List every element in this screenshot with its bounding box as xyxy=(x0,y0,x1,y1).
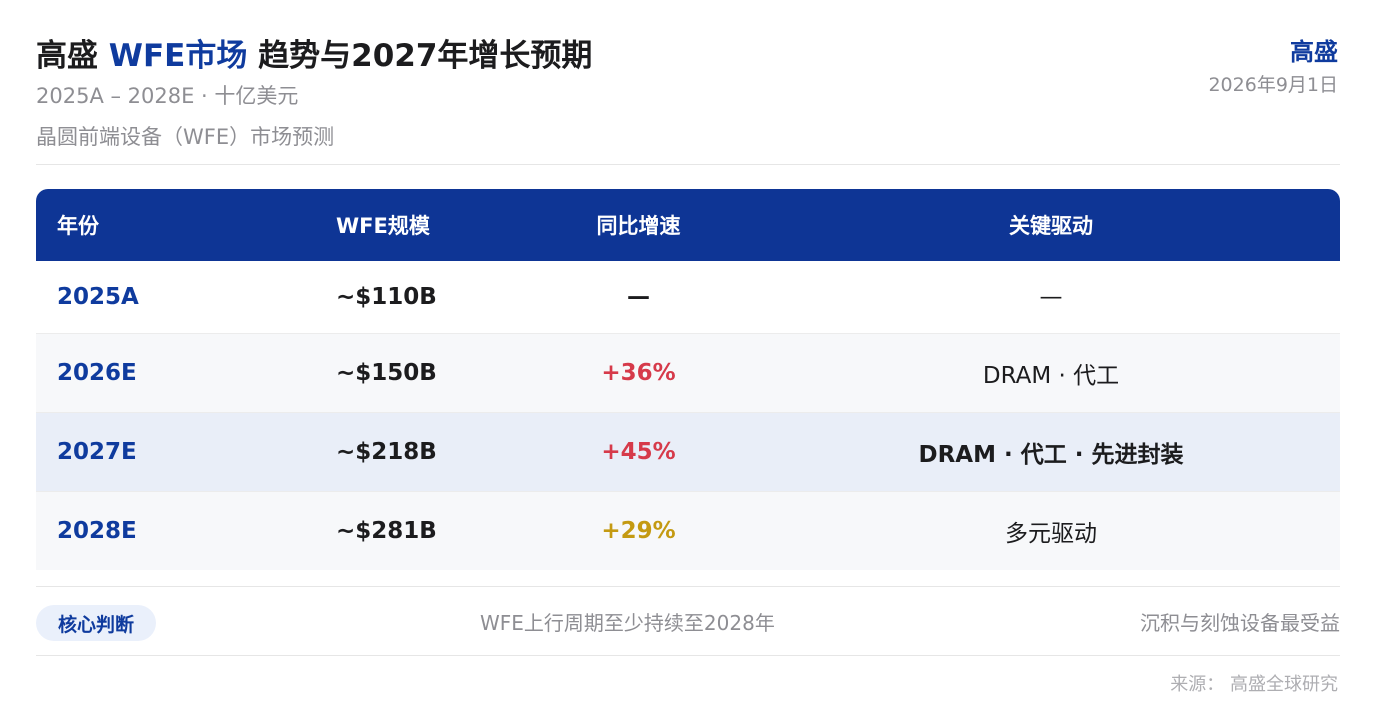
beneficiary-text: 沉积与刻蚀设备最受益 xyxy=(1140,611,1340,635)
title-prefix: 高盛 xyxy=(36,38,109,74)
size-cell: ~$110B xyxy=(336,284,437,310)
year-cell: 2026E xyxy=(57,360,137,386)
growth-cell: +29% xyxy=(601,518,676,544)
table-row: 2028E ~$281B +29% 多元驱动 xyxy=(36,492,1340,570)
page-subtitle: 2025A – 2028E · 十亿美元 xyxy=(36,84,299,108)
size-cell: ~$281B xyxy=(336,518,437,544)
driver-cell: DRAM · 代工 xyxy=(982,363,1120,389)
page-caption: 晶圆前端设备（WFE）市场预测 xyxy=(36,125,335,149)
column-header-size: WFE规模 xyxy=(336,214,430,238)
year-cell: 2028E xyxy=(57,518,137,544)
column-header-year: 年份 xyxy=(57,214,99,238)
table-row: 2025A ~$110B — — xyxy=(36,261,1340,334)
driver-cell: 多元驱动 xyxy=(1005,521,1097,547)
column-header-growth: 同比增速 xyxy=(596,214,681,238)
source-note: 来源： 高盛全球研究 xyxy=(1170,674,1338,695)
table-header: 年份 WFE规模 同比增速 关键驱动 xyxy=(36,189,1340,261)
page-title: 高盛 WFE市场 趋势与2027年增长预期 xyxy=(36,30,592,75)
driver-cell: DRAM · 代工 · 先进封装 xyxy=(918,442,1184,468)
report-card: 高盛 WFE市场 趋势与2027年增长预期 2025A – 2028E · 十亿… xyxy=(36,0,1340,720)
size-cell: ~$150B xyxy=(336,360,437,386)
table-row: 2026E ~$150B +36% DRAM · 代工 xyxy=(36,334,1340,413)
report-header: 高盛 WFE市场 趋势与2027年增长预期 2025A – 2028E · 十亿… xyxy=(36,28,1340,165)
report-date: 2026年9月1日 xyxy=(1208,74,1338,96)
driver-cell: — xyxy=(1039,284,1063,310)
growth-cell: +45% xyxy=(601,439,676,465)
core-judgment-text: WFE上行周期至少持续至2028年 xyxy=(480,611,775,635)
column-header-driver: 关键驱动 xyxy=(1009,214,1093,238)
growth-cell: +36% xyxy=(601,360,676,386)
year-cell: 2027E xyxy=(57,439,137,465)
size-cell: ~$218B xyxy=(336,439,437,465)
key-conclusion-bar: 核心判断 WFE上行周期至少持续至2028年 沉积与刻蚀设备最受益 xyxy=(36,586,1340,656)
title-suffix: 趋势与2027年增长预期 xyxy=(247,38,593,74)
table-row-highlighted: 2027E ~$218B +45% DRAM · 代工 · 先进封装 xyxy=(36,413,1340,492)
growth-cell: — xyxy=(627,284,650,310)
year-cell: 2025A xyxy=(57,284,139,310)
brand-label: 高盛 xyxy=(1290,38,1338,66)
core-judgment-badge: 核心判断 xyxy=(36,605,157,641)
title-accent: WFE市场 xyxy=(108,38,248,74)
forecast-table: 年份 WFE规模 同比增速 关键驱动 2025A ~$110B — — 2026… xyxy=(36,189,1340,570)
